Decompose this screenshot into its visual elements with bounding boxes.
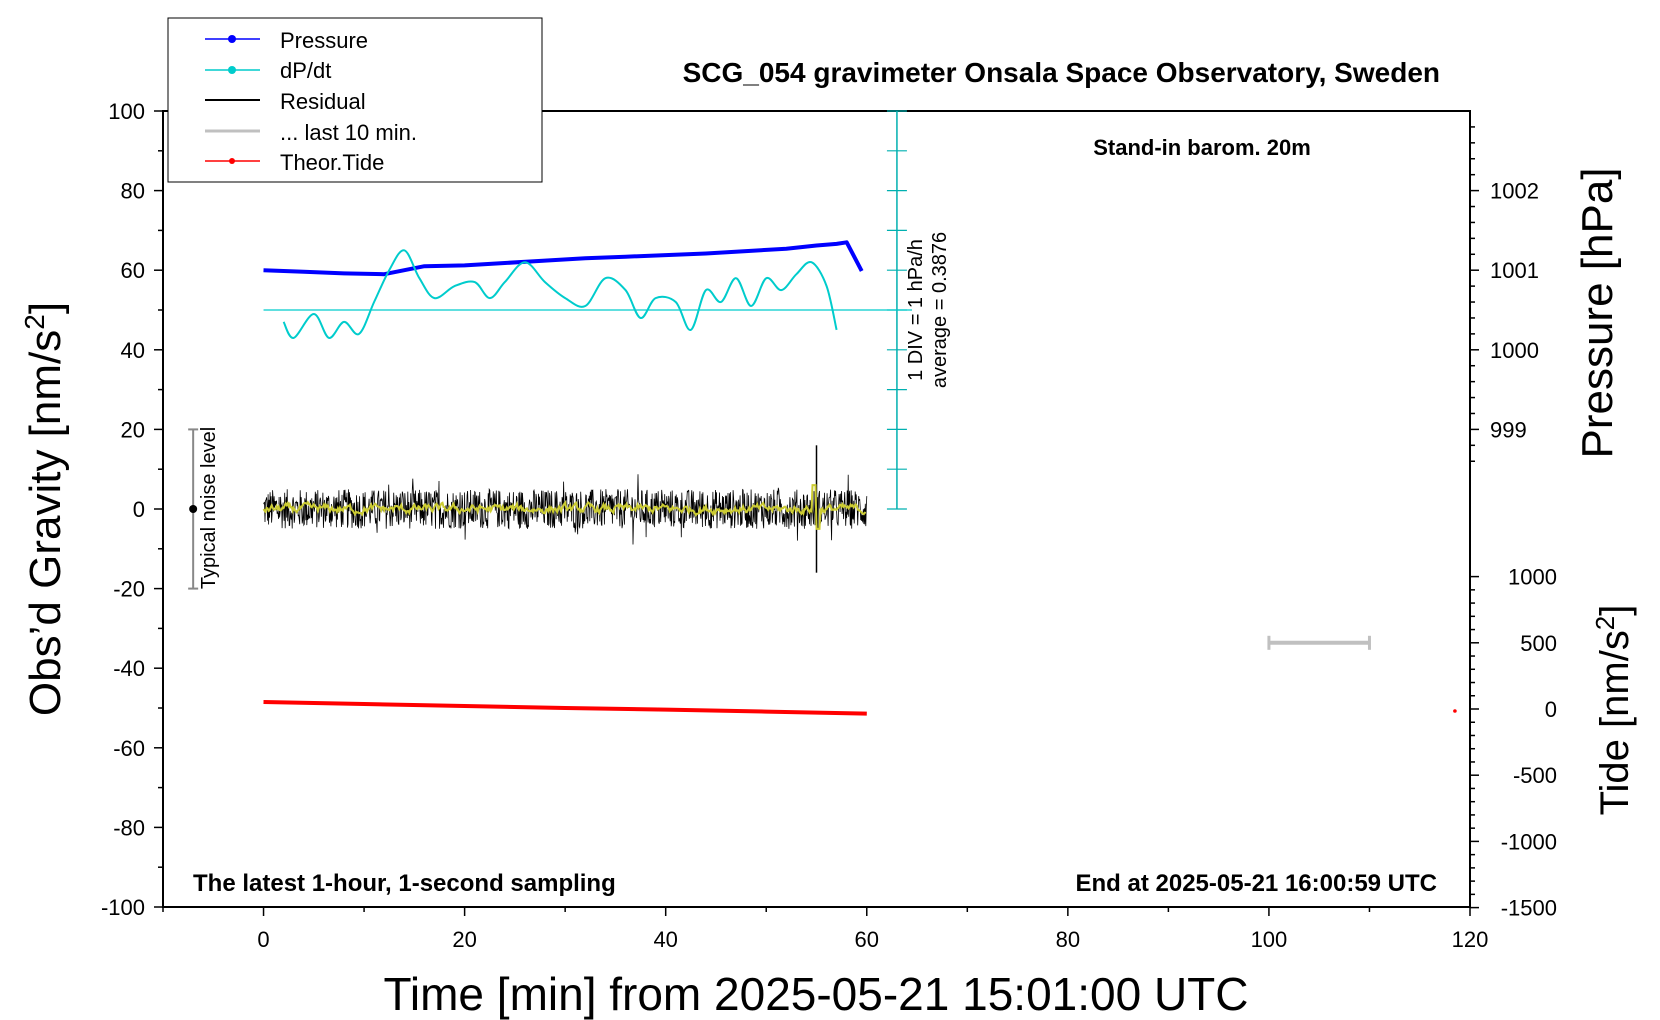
legend: Pressure dP/dt Residual ... last 10 min.…	[167, 17, 543, 183]
tide-axis-label-text: Tide [nm/s	[1593, 630, 1637, 815]
tide-axis-ticks: 1000 500 0 -500 -1000 -1500	[1470, 565, 1557, 921]
chart-extras	[188, 428, 1457, 713]
y-tick-label: -80	[113, 815, 145, 840]
tide-tick-label: -1000	[1501, 829, 1557, 854]
y-tick-label: 100	[108, 99, 145, 124]
x-tick-label: 80	[1056, 927, 1080, 952]
tide-axis-label: Tide [nm/s2]	[1590, 605, 1637, 816]
y-tick-label: -20	[113, 577, 145, 602]
bottom-right-note: End at 2025-05-21 16:00:59 UTC	[1076, 870, 1438, 897]
y-tick-label: -60	[113, 736, 145, 761]
y-tick-label: 0	[133, 497, 145, 522]
bottom-left-note: The latest 1-hour, 1-second sampling	[193, 870, 616, 897]
tide-tick-label: 500	[1520, 631, 1557, 656]
chart-series	[262, 240, 868, 716]
pressure-tick-label: 1001	[1490, 258, 1539, 283]
pressure-series	[263, 240, 864, 277]
x-tick-label: 20	[452, 927, 476, 952]
pressure-axis-ticks: 1002 1001 1000 999	[1470, 126, 1539, 462]
pressure-axis-label: Pressure [hPa]	[1573, 167, 1622, 458]
x-axis-ticks: 0 20 40 60 80 100 120	[162, 907, 1489, 952]
y-axis-label-sup: 2	[19, 314, 50, 330]
y-axis-label-close: ]	[21, 302, 70, 314]
pressure-tick-label: 999	[1490, 417, 1527, 442]
x-tick-label: 60	[855, 927, 879, 952]
x-axis-label: Time [min] from 2025-05-21 15:01:00 UTC	[384, 968, 1249, 1020]
legend-label-dpdt: dP/dt	[280, 58, 331, 83]
noise-label: Typical noise level	[198, 427, 220, 589]
legend-marker-pressure	[228, 35, 236, 43]
station-note: Stand-in barom. 20m	[1093, 135, 1311, 160]
residual-smoothed-series	[262, 484, 867, 530]
legend-marker-dpdt	[228, 66, 236, 74]
average-label: average = 0.3876	[929, 232, 951, 388]
y-tick-label: -40	[113, 656, 145, 681]
x-tick-label: 120	[1452, 927, 1489, 952]
chart-title: SCG_054 gravimeter Onsala Space Observat…	[683, 57, 1440, 88]
noise-bar-center	[189, 505, 198, 513]
tide-series	[263, 700, 867, 716]
y-tick-label: 60	[121, 258, 145, 283]
y-tick-label: -100	[101, 895, 145, 920]
pressure-tick-label: 1002	[1490, 179, 1539, 204]
y-tick-label: 20	[121, 417, 145, 442]
x-tick-label: 100	[1251, 927, 1288, 952]
x-tick-label: 0	[257, 927, 269, 952]
tide-tick-label: -1500	[1501, 896, 1557, 921]
last-tide-marker	[1453, 709, 1457, 713]
y-tick-label: 40	[121, 338, 145, 363]
tide-tick-label: 1000	[1508, 565, 1557, 590]
pressure-tick-label: 1000	[1490, 338, 1539, 363]
legend-label-residual: Residual	[280, 89, 366, 114]
legend-label-pressure: Pressure	[280, 28, 368, 53]
tide-tick-label: 0	[1545, 697, 1557, 722]
y-axis-label: Obs’d Gravity [nm/s2]	[19, 302, 70, 716]
x-tick-label: 40	[653, 927, 677, 952]
tide-tick-label: -500	[1513, 763, 1557, 788]
legend-label-last10: ... last 10 min.	[280, 120, 417, 145]
y-axis-ticks: 100 80 60 40 20 0 -20 -40 -60 -80 -100	[101, 99, 163, 920]
y-axis-label-text: Obs’d Gravity [nm/s	[21, 330, 70, 716]
tide-axis-label-sup: 2	[1590, 616, 1620, 630]
dpdt-series	[282, 249, 838, 339]
legend-marker-tide	[229, 158, 235, 164]
div-label: 1 DIV = 1 hPa/h	[905, 239, 927, 381]
y-tick-label: 80	[121, 179, 145, 204]
residual-series	[263, 474, 868, 545]
tide-axis-label-close: ]	[1593, 605, 1637, 616]
legend-label-tide: Theor.Tide	[280, 150, 384, 175]
